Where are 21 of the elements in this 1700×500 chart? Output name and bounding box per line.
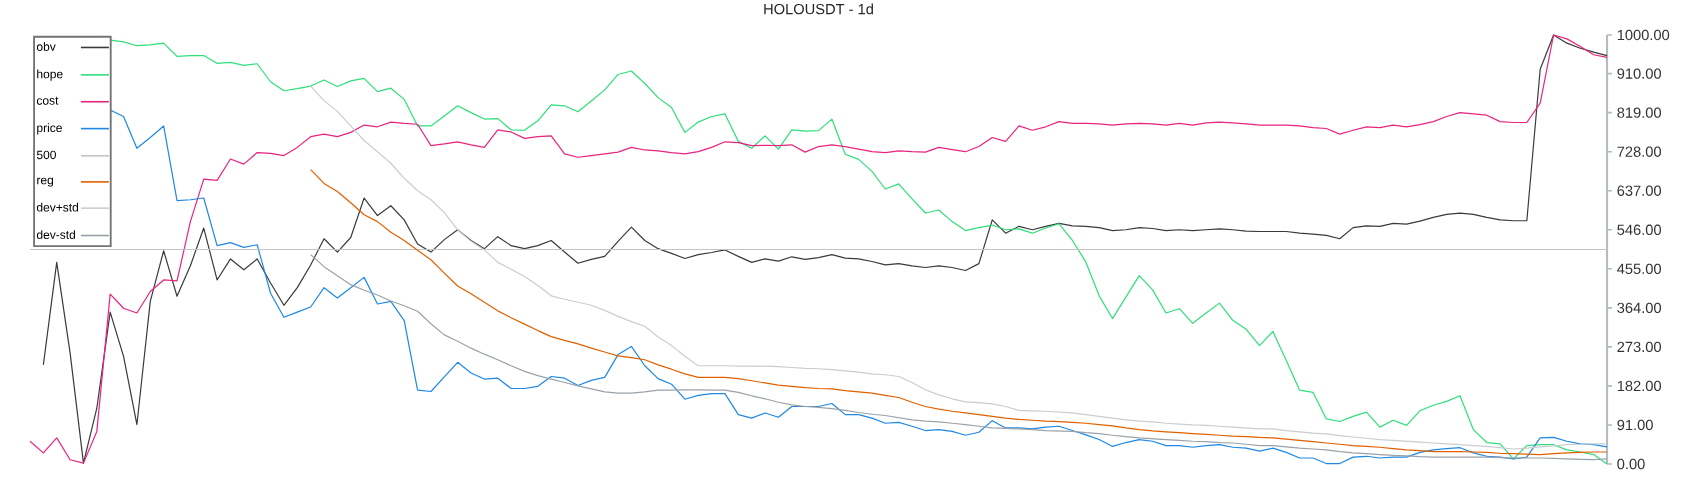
y-tick-label: 1000.00: [1617, 29, 1670, 41]
legend-label: price: [37, 123, 62, 135]
legend-label: 500: [36, 150, 56, 160]
y-tick-label: 637.00: [1617, 185, 1661, 196]
y-tick-label: 364.00: [1617, 302, 1661, 314]
y-tick-label: 910.00: [1617, 68, 1661, 79]
legend-label: dev-std: [36, 230, 75, 239]
y-tick-label: 273.00: [1617, 341, 1661, 353]
y-tick-label: 91.00: [1617, 419, 1653, 431]
legend-label: hope: [37, 69, 63, 81]
y-tick-label: 546.00: [1617, 224, 1661, 235]
legend-label: obv: [36, 42, 56, 51]
y-tick-label: 0.00: [1617, 458, 1645, 470]
legend-label: cost: [36, 96, 59, 105]
chart-title: HOLOUSDT - 1d: [764, 3, 873, 15]
legend-label: dev+std: [36, 202, 79, 212]
y-tick-label: 819.00: [1617, 107, 1661, 118]
legend-label: reg: [37, 177, 53, 187]
y-tick-label: 182.00: [1617, 380, 1661, 392]
y-tick-label: 728.00: [1617, 146, 1661, 157]
y-tick-label: 455.00: [1617, 263, 1661, 274]
